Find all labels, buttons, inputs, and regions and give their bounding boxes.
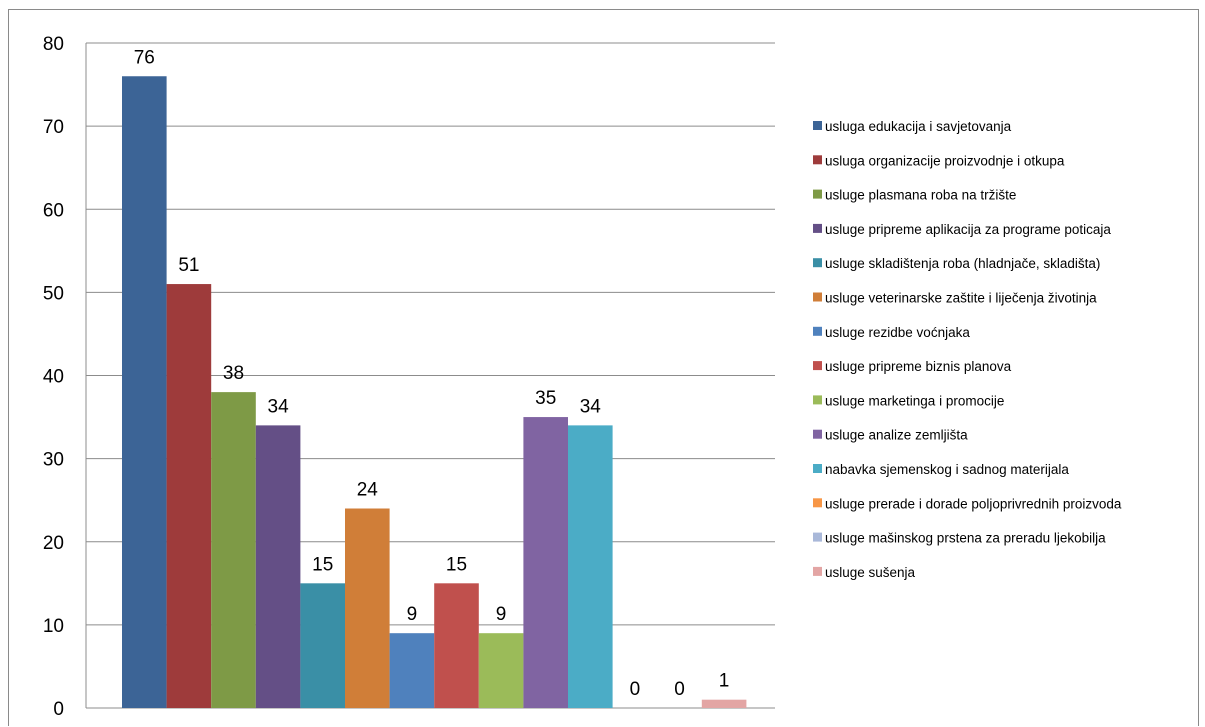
data-label: 38 <box>223 363 244 384</box>
legend-swatch <box>813 258 822 268</box>
data-label: 0 <box>630 679 641 700</box>
legend-swatch <box>813 532 822 542</box>
legend-swatch <box>813 292 822 302</box>
legend-label: usluge marketinga i promocije <box>825 393 1004 408</box>
y-tick-label: 20 <box>43 533 64 554</box>
y-tick-label: 40 <box>43 367 64 388</box>
legend-swatch <box>813 498 822 508</box>
data-label: 0 <box>674 679 685 700</box>
legend-label: nabavka sjemenskog i sadnog materijala <box>825 462 1069 477</box>
bar-9 <box>478 633 524 708</box>
bar-11 <box>568 425 613 708</box>
legend-label: usluge rezidbe voćnjaka <box>825 325 970 340</box>
legend-label: usluge analize zemljišta <box>825 428 968 443</box>
data-label: 24 <box>357 480 379 501</box>
data-label: 1 <box>719 671 730 692</box>
bar-4 <box>255 425 301 708</box>
bar-2 <box>166 284 212 708</box>
y-tick-label: 70 <box>43 117 64 138</box>
legend-swatch <box>813 189 822 199</box>
data-label: 34 <box>268 396 290 417</box>
legend-label: usluge veterinarske zaštite i liječenja … <box>825 291 1097 306</box>
data-label: 15 <box>312 554 333 575</box>
y-tick-label: 60 <box>43 200 64 221</box>
legend-swatch <box>813 464 822 473</box>
legend-label: usluge mašinskog prstena za preradu ljek… <box>825 531 1106 546</box>
legend-swatch <box>813 429 822 439</box>
bar-3 <box>211 392 256 708</box>
bar-1 <box>122 76 167 708</box>
legend-label: usluge pripreme biznis planova <box>825 359 1012 374</box>
bar-10 <box>523 417 568 708</box>
legend-swatch <box>813 566 822 576</box>
data-label: 76 <box>134 47 155 68</box>
data-label: 35 <box>535 388 556 409</box>
y-tick-label: 80 <box>43 34 64 55</box>
bar-14 <box>701 699 747 708</box>
data-label: 51 <box>178 255 199 276</box>
legend-swatch <box>813 361 822 371</box>
y-tick-label: 50 <box>43 283 64 304</box>
legend-swatch <box>813 395 822 405</box>
legend-label: usluge sušenja <box>825 565 916 580</box>
y-tick-label: 0 <box>53 699 64 720</box>
legend-label: usluge pripreme aplikacija za programe p… <box>825 222 1111 237</box>
legend-label: usluge prerade i dorade poljoprivrednih … <box>825 496 1122 511</box>
y-tick-label: 10 <box>43 616 64 637</box>
legend-swatch <box>813 121 822 130</box>
data-label: 15 <box>446 554 467 575</box>
data-label: 9 <box>407 604 418 625</box>
y-tick-label: 30 <box>43 450 64 471</box>
bar-7 <box>389 633 435 708</box>
legend-label: usluga edukacija i savjetovanja <box>825 119 1012 134</box>
legend-swatch <box>813 223 822 233</box>
data-label: 34 <box>580 396 602 417</box>
data-label: 9 <box>496 604 507 625</box>
bar-5 <box>300 583 345 708</box>
legend-label: usluge plasmana roba na tržište <box>825 188 1016 203</box>
legend-swatch <box>813 326 822 336</box>
legend-swatch <box>813 155 822 165</box>
legend-label: usluge skladištenja roba (hladnjače, skl… <box>825 256 1100 271</box>
bar-8 <box>434 583 479 708</box>
legend-label: usluga organizacije proizvodnje i otkupa <box>825 153 1065 168</box>
bar-6 <box>345 508 390 708</box>
